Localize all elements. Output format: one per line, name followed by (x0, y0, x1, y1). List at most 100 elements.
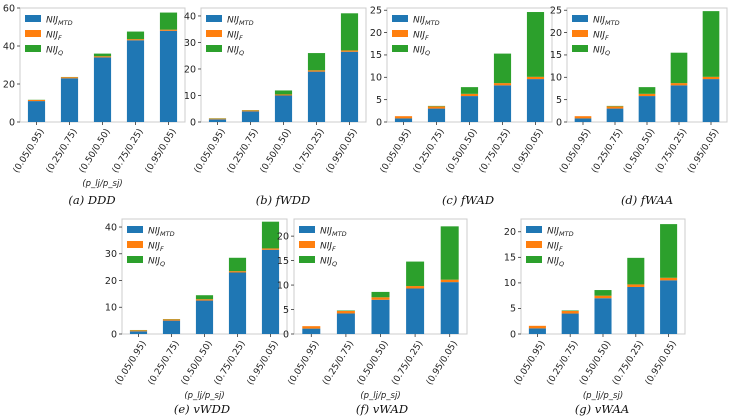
bar-segment-q (406, 261, 425, 287)
bar-segment-f (371, 297, 390, 300)
x-axis-label: (p_lj/p_sj) (184, 391, 224, 401)
legend-label-subscript: Q (425, 49, 430, 57)
y-tick-label: 25 (370, 6, 382, 17)
x-axis-label: (p_lj/p_sj) (82, 179, 122, 189)
bar-segment-mtd (126, 40, 145, 122)
legend-label-subscript: MTD (160, 230, 175, 238)
chart-panel: 0 20 40 60 (0.05/0.95)(0.25/0.75)(0.50/0.50)… (3, 3, 186, 207)
y-tick-label: 0 (9, 117, 15, 128)
x-tick-label: (0.05/0.95) (513, 339, 548, 387)
panel-caption: (d) fWAA (621, 193, 673, 207)
legend-label-base: NIJ (227, 46, 239, 56)
bar-segment-f (406, 286, 425, 289)
legend-label: NIJQ (593, 46, 610, 58)
y-tick-label: 40 (184, 11, 196, 22)
x-tick-label: (0.25/0.75) (545, 339, 580, 387)
y-tick-label: 20 (3, 79, 15, 90)
bar-segment-mtd (638, 96, 656, 122)
y-tick-label: 20 (504, 227, 516, 238)
legend-label-base: NIJ (46, 46, 58, 56)
y-tick-label: 0 (111, 329, 117, 340)
bar-segment-f (126, 39, 145, 41)
x-tick-label: (0.50/0.50) (356, 339, 391, 387)
y-tick-label: 15 (550, 50, 562, 61)
x-tick-label: (0.25/0.75) (412, 127, 447, 175)
bar-segment-mtd (526, 79, 545, 122)
bar-segment-mtd (228, 272, 247, 334)
bar-segment-mtd (60, 78, 79, 122)
chart-panel: 0 5 10 15 20 25 (0.05/0.95)(0.25/0.75)(0.50/0.… (550, 6, 728, 207)
bar-segment-mtd (670, 85, 688, 122)
bar-segment-f (93, 56, 112, 58)
bar-segment-mtd (261, 249, 280, 334)
y-tick-label: 25 (550, 6, 562, 17)
bar-segment-mtd (702, 79, 720, 122)
bar-segment-mtd (371, 299, 390, 334)
legend-swatch-q (206, 45, 222, 52)
y-tick-label: 10 (105, 303, 117, 314)
bar-segment-q (561, 310, 579, 311)
legend-label: NIJMTD (413, 16, 440, 28)
y-tick-label: 60 (3, 3, 15, 14)
bar-segment-f (702, 76, 720, 80)
legend-label-base: NIJ (547, 257, 559, 267)
panel-caption: (a) DDD (68, 193, 115, 207)
y-tick-label: 10 (370, 73, 382, 84)
legend-label-base: NIJ (320, 242, 332, 252)
bar-segment-q (93, 53, 112, 57)
bar-segment-f (129, 330, 148, 332)
bar-segment-f (670, 83, 688, 86)
bar-segment-f (394, 116, 413, 119)
bar-segment-mtd (302, 328, 321, 334)
bar-segment-q (274, 90, 293, 95)
y-tick-label: 20 (277, 231, 289, 242)
bar-segment-mtd (394, 118, 413, 122)
chart-panel: 0 5 10 15 20 25 (0.05/0.95)(0.25/0.75)(0.50/0.… (370, 6, 553, 207)
bar-segment-f (638, 93, 656, 97)
y-tick-label: 10 (184, 91, 196, 102)
legend-label-base: NIJ (148, 257, 160, 267)
bar-segment-f (427, 106, 446, 109)
bar-segment-mtd (162, 320, 181, 334)
x-tick-label: (0.25/0.75) (45, 127, 80, 175)
legend-label-subscript: Q (605, 49, 610, 57)
legend-label: NIJMTD (547, 227, 574, 239)
legend-label-base: NIJ (547, 242, 559, 252)
legend-label: NIJMTD (46, 16, 73, 28)
bar-segment-mtd (208, 119, 227, 122)
bar-segment-mtd (427, 108, 446, 122)
legend-label-subscript: MTD (239, 19, 254, 27)
bar-segment-mtd (627, 286, 645, 334)
bar-segment-q (307, 53, 326, 71)
x-tick-label: (0.95/0.05) (686, 127, 721, 175)
y-tick-label: 40 (105, 222, 117, 233)
legend-swatch-q (572, 45, 588, 52)
x-tick-label: (0.95/0.05) (511, 127, 546, 175)
legend-swatch-f (25, 30, 41, 37)
bar-segment-mtd (27, 101, 46, 122)
legend-label: NIJMTD (320, 227, 347, 239)
panel-caption: (b) fWDD (256, 193, 311, 207)
legend-swatch-mtd (25, 15, 41, 22)
legend-label: NIJF (227, 31, 243, 43)
x-tick-label: (0.95/0.05) (325, 127, 360, 175)
bar-segment-q (261, 221, 280, 249)
y-tick-label: 10 (277, 280, 289, 291)
bar-segment-mtd (340, 51, 359, 122)
bar-segment-mtd (307, 71, 326, 122)
legend-label: NIJQ (46, 46, 63, 58)
x-tick-label: (0.05/0.95) (193, 127, 228, 175)
legend-label: NIJMTD (148, 227, 175, 239)
legend-label: NIJQ (547, 257, 564, 269)
legend-label-subscript: F (605, 34, 609, 42)
bar-segment-q (126, 31, 145, 40)
x-tick-label: (0.05/0.95) (379, 127, 414, 175)
legend-swatch-mtd (572, 15, 588, 22)
y-tick-label: 20 (105, 276, 117, 287)
legend-label-subscript: F (425, 34, 429, 42)
legend-label-subscript: MTD (425, 19, 440, 27)
x-tick-label: (0.75/0.25) (390, 339, 425, 387)
y-tick-label: 15 (504, 253, 516, 264)
bar-segment-f (660, 277, 678, 281)
legend-swatch-f (572, 30, 588, 37)
